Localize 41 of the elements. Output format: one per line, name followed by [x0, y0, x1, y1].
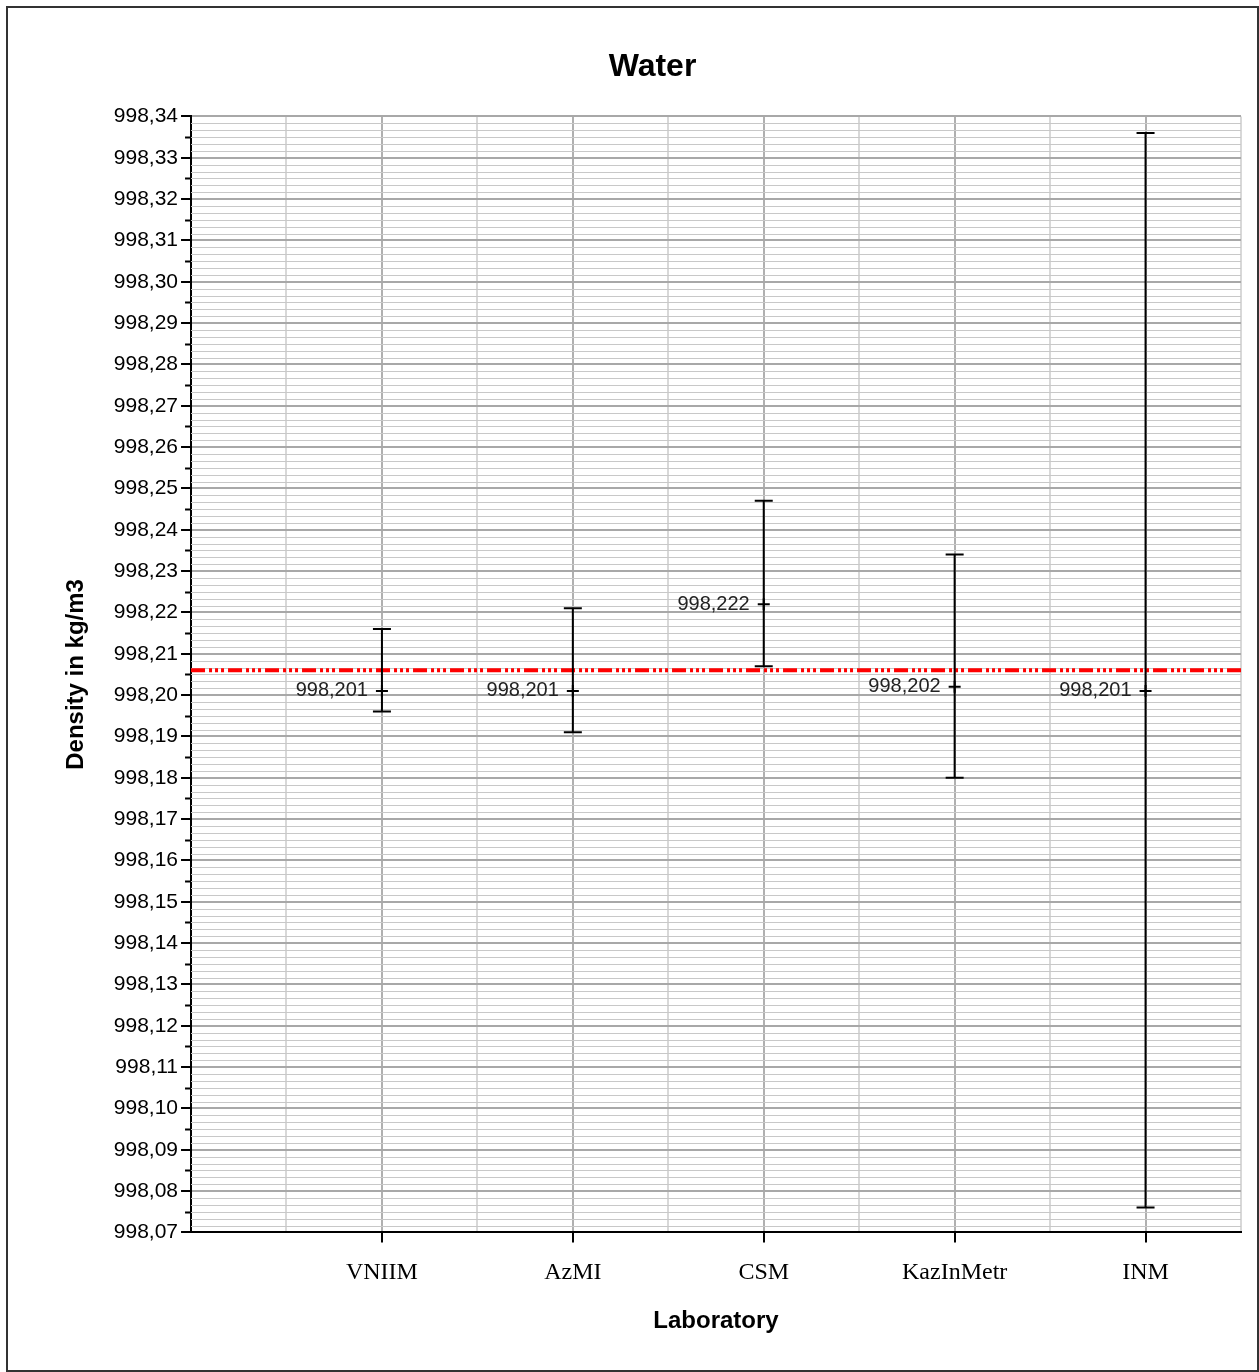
- y-tick-label: 998,10: [113, 1095, 179, 1119]
- y-tick-label: 998,12: [113, 1012, 179, 1036]
- y-tick-label: 998,32: [113, 185, 179, 209]
- y-tick-label: 998,33: [113, 144, 179, 168]
- y-tick-label: 998,18: [113, 764, 179, 788]
- y-tick-label: 998,26: [113, 433, 179, 457]
- y-tick-label: 998,17: [113, 805, 179, 829]
- y-tick-label: 998,09: [113, 1136, 179, 1160]
- y-tick-label: 998,31: [113, 227, 179, 251]
- y-tick-label: 998,29: [113, 309, 179, 333]
- y-tick-label: 998,23: [113, 557, 179, 581]
- x-tick-label: AzMI: [544, 1258, 602, 1285]
- y-tick-label: 998,24: [113, 516, 179, 540]
- y-tick-label: 998,13: [113, 971, 179, 995]
- annotation: 998,201: [295, 678, 368, 701]
- y-tick-label: 998,28: [113, 351, 179, 375]
- x-tick-label: VNIIM: [345, 1258, 418, 1285]
- y-tick-label: 998,15: [113, 888, 179, 912]
- y-tick-label: 998,07: [113, 1219, 179, 1243]
- y-tick-label: 998,22: [113, 599, 179, 623]
- y-tick-label: 998,16: [113, 847, 179, 871]
- y-tick-label: 998,19: [113, 723, 179, 747]
- chart-title: Water: [608, 47, 697, 84]
- x-tick-label: KazInMetr: [902, 1258, 1008, 1285]
- x-tick-label: INM: [1122, 1258, 1169, 1285]
- y-tick-label: 998,08: [113, 1177, 179, 1201]
- y-tick-label: 998,34: [113, 103, 179, 127]
- y-tick-label: 998,11: [115, 1053, 179, 1077]
- y-tick-label: 998,27: [113, 392, 179, 416]
- y-tick-label: 998,30: [113, 268, 179, 292]
- y-axis-title: Density in kg/m3: [61, 579, 89, 770]
- annotation: 998,201: [486, 678, 559, 701]
- y-tick-label: 998,14: [113, 929, 179, 953]
- y-tick-label: 998,25: [113, 475, 179, 499]
- annotation: 998,202: [868, 674, 941, 697]
- annotation: 998,222: [677, 591, 750, 614]
- x-tick-label: CSM: [738, 1258, 790, 1285]
- y-tick-label: 998,20: [113, 681, 179, 705]
- annotation: 998,201: [1059, 678, 1132, 701]
- x-axis-title: Laboratory: [653, 1306, 780, 1334]
- y-tick-label: 998,21: [113, 640, 179, 664]
